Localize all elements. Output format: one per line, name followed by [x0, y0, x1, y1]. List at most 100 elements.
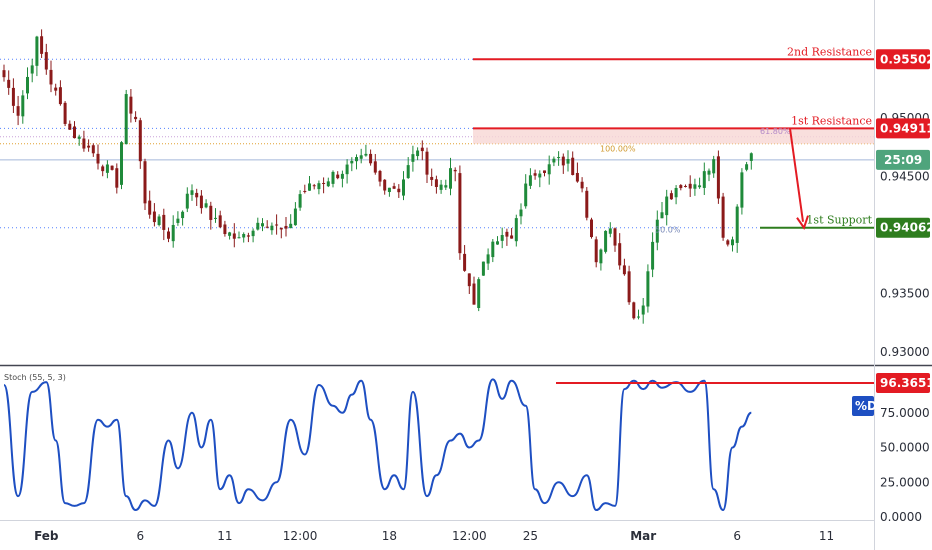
candle: [261, 218, 264, 232]
candle: [49, 60, 53, 93]
candle: [707, 168, 711, 182]
candle: [467, 273, 471, 294]
candle-body: [101, 166, 105, 172]
candle: [528, 168, 532, 189]
candle-body: [120, 142, 123, 185]
candle: [237, 231, 241, 239]
candle-body: [312, 185, 316, 187]
candle-body: [30, 65, 34, 74]
time-tick-label: 11: [819, 529, 834, 543]
candle: [641, 297, 645, 324]
candle: [698, 177, 702, 189]
candle-body: [77, 136, 81, 139]
candle: [458, 165, 462, 260]
candle: [712, 155, 716, 178]
candle-body: [561, 156, 565, 166]
candle-body: [228, 232, 232, 236]
candle: [411, 145, 415, 172]
stoch-value-tag-text: 96.3651: [880, 376, 932, 390]
candle-body: [275, 224, 279, 226]
candle: [646, 264, 650, 313]
fib-label: 61.80%: [760, 127, 791, 136]
candle-body: [68, 123, 72, 130]
candle-body: [270, 225, 274, 231]
candle: [674, 185, 678, 205]
candle: [481, 261, 485, 276]
candle: [613, 227, 617, 252]
candle-body: [134, 116, 138, 120]
candle-body: [721, 196, 725, 238]
candle: [265, 220, 269, 229]
candle: [120, 141, 123, 190]
candle-body: [214, 217, 217, 219]
candle: [420, 140, 424, 161]
candle-body: [242, 234, 246, 238]
candle: [425, 147, 429, 183]
price-tag-text: 0.94911: [880, 121, 932, 135]
stoch-panel-bg: [0, 367, 874, 520]
candle-body: [16, 106, 20, 116]
candle-body: [261, 223, 264, 227]
stoch-indicator: [3, 378, 874, 512]
countdown-label: 25:09: [884, 153, 922, 167]
candle-body: [519, 209, 523, 217]
candle: [491, 239, 495, 263]
candle-body: [138, 120, 142, 162]
series-legend-badge: [852, 396, 874, 416]
candle: [486, 248, 490, 270]
candle-body: [35, 36, 39, 66]
candle: [604, 230, 608, 254]
time-tick-label: Mar: [630, 529, 656, 543]
candle: [152, 203, 156, 227]
candle: [406, 157, 410, 179]
candle: [336, 171, 340, 180]
candle-body: [167, 231, 170, 239]
candle: [96, 144, 100, 170]
candle: [68, 120, 72, 130]
price-axis: 0.950000.945000.935000.930000.955020.949…: [876, 49, 932, 359]
level-name-label: 1st Support: [806, 214, 872, 227]
candle-body: [115, 168, 119, 188]
candle-body: [143, 161, 147, 204]
candle: [134, 111, 138, 123]
candle: [209, 201, 213, 230]
candle: [355, 154, 358, 170]
arrow-head: [796, 215, 809, 230]
candle-body: [547, 164, 551, 175]
price-tag-text: 0.95502: [880, 52, 932, 66]
candle: [514, 214, 518, 247]
candle: [369, 149, 373, 166]
candle-body: [463, 253, 467, 271]
candle: [246, 232, 250, 243]
candle-body: [702, 171, 706, 188]
candle-body: [223, 224, 227, 235]
candle-body: [716, 156, 720, 199]
candle: [599, 248, 603, 271]
candle-body: [124, 94, 128, 145]
candle: [749, 152, 753, 170]
candle: [308, 176, 311, 191]
candle-body: [402, 179, 405, 196]
candle: [171, 215, 175, 248]
candle: [477, 277, 481, 312]
candle: [660, 201, 664, 219]
candle: [162, 208, 166, 241]
level-name-label: 2nd Resistance: [787, 45, 872, 58]
candle: [364, 144, 368, 157]
candle: [702, 162, 706, 195]
candle-body: [698, 185, 702, 188]
candle-body: [420, 147, 424, 152]
candle: [148, 190, 152, 219]
candle: [2, 64, 6, 82]
candle-body: [641, 305, 645, 315]
candle-body: [355, 157, 358, 162]
candle: [669, 190, 673, 200]
candle-body: [613, 228, 617, 246]
candle-body: [735, 206, 739, 243]
candle: [449, 157, 452, 196]
candle: [510, 228, 514, 239]
candle-body: [326, 181, 330, 187]
candle-body: [40, 36, 44, 54]
candle: [275, 214, 279, 235]
